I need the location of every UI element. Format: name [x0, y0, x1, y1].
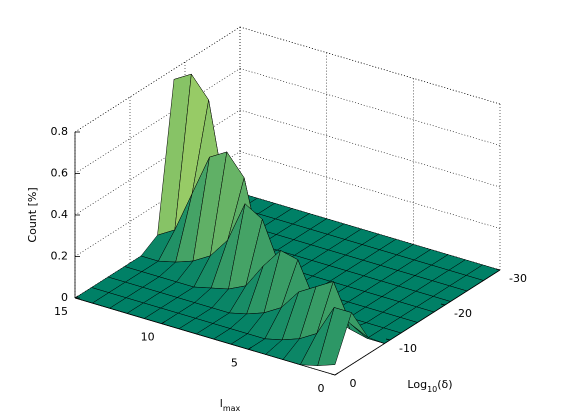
z-tick-label: 0.6 [51, 167, 69, 180]
box-edge [239, 26, 501, 105]
x-axis [74, 297, 336, 376]
grid-line [239, 151, 501, 229]
box-edge [74, 26, 241, 133]
x-tick-label: 10 [141, 331, 155, 344]
z-tick-label: 0.2 [51, 250, 69, 263]
z-tick-label: 0.4 [51, 208, 69, 221]
y-axis [334, 269, 501, 376]
y-tick-label: -10 [399, 342, 417, 355]
grid-line [74, 68, 241, 174]
x-axis-label-part: l [220, 397, 223, 410]
tick-mark [330, 373, 336, 376]
x-axis-label: lmax [220, 397, 241, 413]
tick-mark [440, 303, 446, 306]
y-tick-label: -20 [454, 307, 472, 320]
grid-line [74, 26, 241, 133]
tick-mark [385, 338, 391, 341]
surface-patch [317, 307, 352, 366]
x-tick-label: 0 [318, 382, 325, 395]
y-tick-label: 0 [350, 377, 357, 390]
y-axis-label-part: 10 [427, 385, 437, 394]
tick-mark [74, 295, 79, 299]
x-tick-label: 5 [231, 356, 238, 369]
z-tick-label: 0 [61, 291, 68, 304]
y-axis-label: Log10(δ) [407, 378, 452, 394]
z-tick-label: 0.8 [51, 125, 69, 138]
y-axis-label-part: (δ) [437, 378, 452, 391]
y-tick-label: -30 [509, 272, 527, 285]
tick-mark [248, 347, 252, 350]
grid-line [239, 68, 501, 146]
tick-mark [334, 372, 339, 376]
tick-mark [495, 268, 501, 271]
x-axis-label-part: max [223, 404, 241, 413]
tick-mark [161, 321, 165, 324]
grid-line [239, 109, 501, 188]
z-axis-label: Count [%] [26, 187, 39, 242]
x-tick-label: 15 [54, 305, 68, 318]
y-axis-label-part: Log [407, 378, 427, 391]
